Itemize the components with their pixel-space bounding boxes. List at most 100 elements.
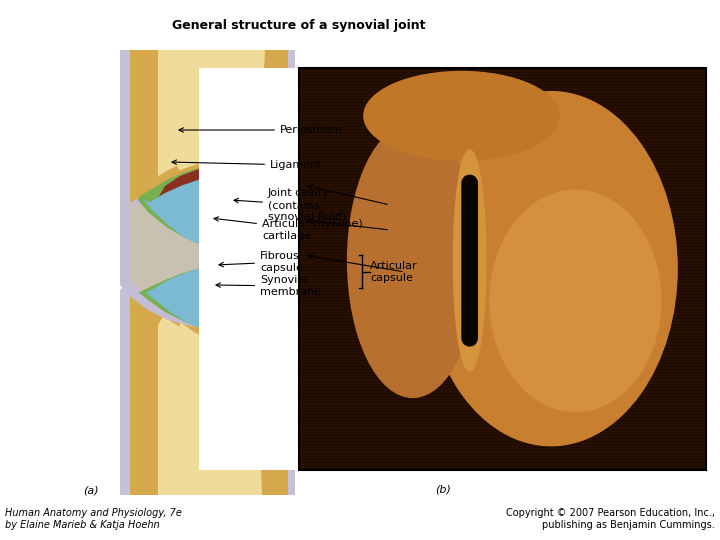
Polygon shape bbox=[299, 416, 706, 417]
Polygon shape bbox=[138, 166, 285, 247]
Text: Periosteum: Periosteum bbox=[179, 125, 343, 135]
Polygon shape bbox=[299, 203, 706, 204]
Polygon shape bbox=[299, 206, 706, 207]
Polygon shape bbox=[299, 242, 706, 243]
Polygon shape bbox=[299, 122, 706, 123]
Polygon shape bbox=[158, 286, 262, 495]
Polygon shape bbox=[299, 323, 706, 324]
Text: Synovial
membrane: Synovial membrane bbox=[216, 275, 321, 297]
Polygon shape bbox=[299, 376, 706, 377]
Text: (a): (a) bbox=[83, 485, 99, 496]
Ellipse shape bbox=[454, 150, 486, 371]
Polygon shape bbox=[299, 133, 706, 134]
Polygon shape bbox=[299, 247, 706, 248]
Polygon shape bbox=[299, 178, 706, 179]
Text: Articular
capsule: Articular capsule bbox=[370, 261, 418, 283]
Polygon shape bbox=[299, 110, 706, 111]
Polygon shape bbox=[299, 298, 706, 299]
Polygon shape bbox=[299, 166, 706, 167]
Polygon shape bbox=[299, 147, 706, 148]
Polygon shape bbox=[299, 112, 706, 113]
Polygon shape bbox=[299, 463, 706, 464]
Polygon shape bbox=[299, 403, 706, 404]
Polygon shape bbox=[299, 200, 706, 201]
Polygon shape bbox=[299, 434, 706, 435]
Polygon shape bbox=[299, 216, 706, 217]
Ellipse shape bbox=[490, 190, 661, 411]
Polygon shape bbox=[299, 329, 706, 330]
Polygon shape bbox=[299, 194, 706, 195]
Polygon shape bbox=[299, 363, 706, 364]
Polygon shape bbox=[299, 331, 706, 332]
Polygon shape bbox=[299, 191, 706, 192]
Polygon shape bbox=[299, 202, 706, 203]
Polygon shape bbox=[299, 291, 706, 292]
Polygon shape bbox=[299, 413, 706, 414]
Polygon shape bbox=[299, 161, 706, 162]
Polygon shape bbox=[299, 79, 706, 80]
Polygon shape bbox=[299, 415, 706, 416]
Polygon shape bbox=[299, 248, 706, 249]
Polygon shape bbox=[299, 338, 706, 339]
Polygon shape bbox=[299, 301, 706, 302]
Polygon shape bbox=[299, 171, 706, 172]
Polygon shape bbox=[299, 320, 706, 321]
Polygon shape bbox=[299, 359, 706, 360]
Polygon shape bbox=[299, 139, 706, 140]
Polygon shape bbox=[299, 409, 706, 410]
Polygon shape bbox=[299, 101, 706, 102]
Polygon shape bbox=[299, 282, 706, 283]
Polygon shape bbox=[299, 297, 706, 298]
Text: Human Anatomy and Physiology, 7e
by Elaine Marieb & Katja Hoehn: Human Anatomy and Physiology, 7e by Elai… bbox=[5, 508, 182, 530]
Polygon shape bbox=[120, 175, 295, 328]
Polygon shape bbox=[299, 265, 706, 266]
Polygon shape bbox=[299, 431, 706, 432]
Polygon shape bbox=[299, 94, 706, 95]
Polygon shape bbox=[299, 259, 706, 260]
Polygon shape bbox=[299, 160, 706, 161]
Polygon shape bbox=[299, 73, 706, 74]
Polygon shape bbox=[299, 159, 706, 160]
Polygon shape bbox=[299, 464, 706, 465]
Polygon shape bbox=[299, 68, 706, 69]
Polygon shape bbox=[299, 394, 706, 395]
Bar bbox=[706, 68, 720, 470]
Polygon shape bbox=[299, 459, 706, 460]
Polygon shape bbox=[299, 222, 706, 223]
Polygon shape bbox=[299, 378, 706, 379]
Polygon shape bbox=[299, 397, 706, 398]
Polygon shape bbox=[299, 326, 706, 327]
Polygon shape bbox=[299, 383, 706, 384]
Polygon shape bbox=[299, 454, 706, 455]
Polygon shape bbox=[299, 146, 706, 147]
Polygon shape bbox=[299, 350, 706, 351]
Polygon shape bbox=[299, 314, 706, 315]
Polygon shape bbox=[299, 312, 706, 313]
Polygon shape bbox=[299, 279, 706, 280]
Polygon shape bbox=[299, 144, 706, 145]
Polygon shape bbox=[299, 404, 706, 405]
Bar bbox=[299, 68, 706, 470]
Polygon shape bbox=[299, 230, 706, 231]
Polygon shape bbox=[299, 83, 706, 84]
Polygon shape bbox=[299, 74, 706, 75]
Polygon shape bbox=[299, 227, 706, 228]
Polygon shape bbox=[299, 281, 706, 282]
Polygon shape bbox=[299, 435, 706, 436]
Polygon shape bbox=[299, 449, 706, 450]
Polygon shape bbox=[299, 130, 706, 131]
Polygon shape bbox=[299, 345, 706, 346]
Polygon shape bbox=[299, 344, 706, 345]
Polygon shape bbox=[299, 333, 706, 334]
Polygon shape bbox=[299, 102, 706, 103]
Polygon shape bbox=[299, 163, 706, 164]
Polygon shape bbox=[299, 271, 706, 272]
Polygon shape bbox=[299, 423, 706, 424]
Polygon shape bbox=[299, 341, 706, 342]
Polygon shape bbox=[299, 292, 706, 293]
Polygon shape bbox=[299, 405, 706, 406]
Polygon shape bbox=[299, 443, 706, 444]
Polygon shape bbox=[299, 330, 706, 331]
Polygon shape bbox=[299, 119, 706, 120]
Polygon shape bbox=[299, 306, 706, 307]
